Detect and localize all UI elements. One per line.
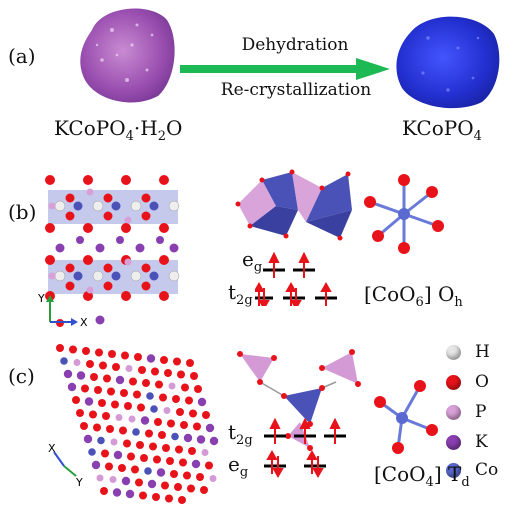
axes-indicator-b: Y X — [38, 292, 88, 329]
legend-item-o: O — [446, 372, 489, 392]
legend-item-co: Co — [446, 460, 498, 480]
legend-label-co: Co — [475, 460, 499, 480]
hydrate-crystal-structure — [45, 175, 180, 327]
anhydrous-powder-image — [396, 16, 500, 109]
legend-swatch-co — [446, 462, 461, 478]
product-formula: KCoPO4 — [402, 116, 482, 144]
panel-b-label: (b) — [8, 200, 37, 224]
reaction-arrow — [180, 58, 390, 80]
legend-item-p: P — [446, 402, 486, 422]
octahedral-complex-label: [CoO6] Oh — [364, 282, 463, 310]
legend-label-k: K — [475, 432, 488, 452]
anhydrous-crystal-structure — [56, 344, 219, 504]
tetrahedral-splitting-diagram — [264, 417, 346, 478]
legend-item-h: H — [446, 342, 490, 362]
panel-a-label: (a) — [8, 44, 36, 68]
panel-c-label: (c) — [8, 364, 35, 388]
legend-swatch-o — [446, 374, 461, 390]
legend-label-o: O — [475, 372, 489, 392]
axis-y-label-b: Y — [38, 292, 45, 305]
process-label-recrystallization: Re-crystallization — [220, 80, 372, 100]
eg-label-c: eg — [228, 452, 249, 480]
axis-x-label-b: X — [80, 316, 88, 329]
eg-label-b: eg — [242, 247, 263, 275]
cobalt-octahedral-model — [364, 174, 444, 254]
legend-label-h: H — [475, 342, 490, 362]
process-label-dehydration: Dehydration — [241, 35, 349, 55]
hydrated-powder-image — [80, 8, 175, 103]
axis-y-label-c: Y — [75, 476, 83, 486]
legend-item-k: K — [446, 432, 488, 452]
legend-swatch-p — [446, 404, 461, 420]
legend-swatch-h — [446, 344, 461, 360]
legend-label-p: P — [475, 402, 487, 422]
t2g-label-b: t2g — [228, 280, 253, 308]
axes-indicator-c: X Y — [48, 442, 83, 486]
t2g-label-c: t2g — [228, 420, 253, 448]
octahedral-splitting-diagram — [255, 251, 337, 306]
axis-x-label-c: X — [48, 442, 56, 455]
cobalt-tetrahedral-model — [374, 380, 438, 454]
tetrahedral-complex-label: [CoO4] Td — [374, 462, 470, 490]
octahedra-chain — [235, 169, 352, 241]
legend-swatch-k — [446, 434, 461, 450]
reactant-formula: KCoPO4·H2O — [54, 116, 183, 144]
